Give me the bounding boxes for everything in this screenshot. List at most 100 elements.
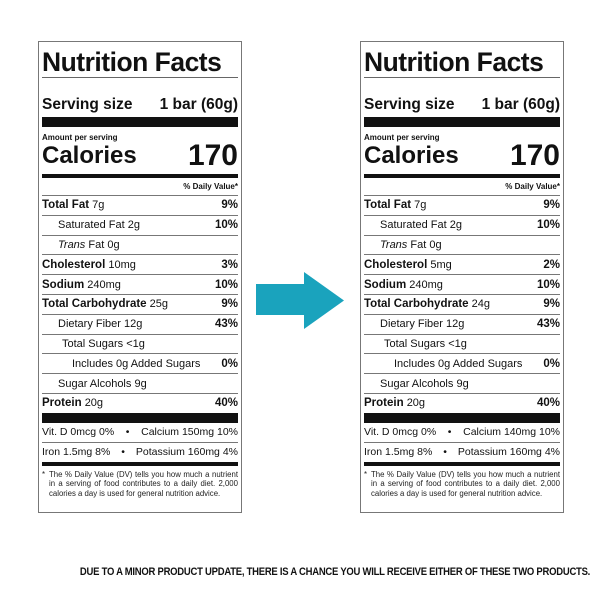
product-update-notice: DUE TO A MINOR PRODUCT UPDATE, THERE IS … bbox=[79, 566, 591, 578]
nutrient-row-sodium: Sodium 240mg 10% bbox=[42, 274, 238, 294]
nutrient-amount: 20g bbox=[406, 397, 426, 410]
nutrient-row-total-fat: Total Fat 7g 9% bbox=[42, 195, 238, 215]
nutrient-amount: 240mg bbox=[87, 278, 121, 291]
nutrient-row-trans-fat: Trans Fat 0g bbox=[364, 234, 560, 255]
nutrient-amount: <1g bbox=[448, 337, 467, 350]
micronutrient-row: Vit. D 0mcg 0% • Calcium 150mg 10% bbox=[42, 423, 238, 442]
nutrient-amount: 2g bbox=[449, 219, 462, 232]
calories-row: Calories 170 bbox=[42, 141, 238, 171]
nutrient-row-added-sugars: Includes 0g Added Sugars 0% bbox=[364, 353, 560, 373]
nutrient-name: Total Fat bbox=[42, 199, 90, 212]
nutrient-name: Sugar Alcohols bbox=[380, 377, 454, 390]
nutrient-row-dietary-fiber: Dietary Fiber 12g 43% bbox=[364, 313, 560, 334]
nutrient-row-total-sugars: Total Sugars <1g bbox=[364, 333, 560, 354]
nutrient-row-total-sugars: Total Sugars <1g bbox=[42, 333, 238, 354]
label-title: Nutrition Facts bbox=[364, 47, 544, 77]
nutrient-dv: 10% bbox=[536, 219, 560, 232]
nutrition-label-updated: Nutrition Facts Serving size 1 bar (60g)… bbox=[360, 41, 564, 513]
daily-value-header: % Daily Value* bbox=[505, 182, 560, 191]
medium-divider bbox=[42, 461, 238, 466]
micronutrient-right: Calcium 140mg 10% bbox=[463, 426, 560, 439]
nutrient-dv: 2% bbox=[543, 258, 560, 271]
calories-label: Calories bbox=[364, 142, 459, 169]
nutrient-dv: 10% bbox=[214, 219, 238, 232]
nutrient-amount: 12g bbox=[124, 318, 143, 331]
nutrient-dv: 43% bbox=[214, 318, 238, 331]
right-arrow-icon bbox=[256, 272, 344, 329]
micronutrient-right: Calcium 150mg 10% bbox=[141, 426, 238, 439]
nutrient-row-cholesterol: Cholesterol 5mg 2% bbox=[364, 254, 560, 274]
thick-divider bbox=[42, 412, 238, 423]
serving-size: Serving size 1 bar (60g) bbox=[42, 96, 238, 114]
footnote: * The % Daily Value (DV) tells you how m… bbox=[364, 466, 560, 499]
nutrient-name: Total Carbohydrate bbox=[42, 298, 147, 311]
nutrient-name: Fat bbox=[88, 238, 105, 251]
amount-per-serving: Amount per serving bbox=[364, 133, 440, 142]
nutrient-amount: <1g bbox=[126, 337, 145, 350]
nutrient-name: Total Carbohydrate bbox=[364, 298, 469, 311]
nutrient-amount: 2g bbox=[127, 219, 140, 232]
medium-divider bbox=[42, 174, 238, 178]
thick-divider bbox=[364, 412, 560, 423]
nutrient-row-sugar-alcohols: Sugar Alcohols 9g bbox=[364, 373, 560, 393]
nutrient-row-added-sugars: Includes 0g Added Sugars 0% bbox=[42, 353, 238, 373]
nutrient-name: Total Sugars bbox=[62, 337, 124, 350]
nutrient-name: Includes 0g Added Sugars bbox=[72, 357, 201, 370]
calories-row: Calories 170 bbox=[364, 139, 560, 172]
micronutrient-left: Vit. D 0mcg 0% bbox=[42, 426, 115, 439]
amount-per-serving: Amount per serving bbox=[42, 133, 118, 142]
nutrient-row-protein: Protein 20g 40% bbox=[42, 392, 238, 413]
nutrient-name: Sugar Alcohols bbox=[58, 377, 132, 390]
divider bbox=[364, 77, 560, 78]
nutrient-name-italic: Trans bbox=[58, 238, 86, 251]
nutrient-amount: 240mg bbox=[409, 278, 443, 291]
serving-size-value: 1 bar (60g) bbox=[481, 96, 560, 113]
nutrient-row-protein: Protein 20g 40% bbox=[364, 392, 560, 413]
serving-size-value: 1 bar (60g) bbox=[159, 96, 238, 113]
nutrient-row-total-carbohydrate: Total Carbohydrate 24g 9% bbox=[364, 293, 560, 314]
nutrient-dv: 0% bbox=[221, 357, 238, 370]
nutrient-name: Sodium bbox=[364, 278, 407, 291]
nutrient-amount: 20g bbox=[84, 397, 104, 410]
footnote-text: The % Daily Value (DV) tells you how muc… bbox=[49, 469, 238, 498]
nutrient-dv: 9% bbox=[221, 298, 238, 311]
medium-divider bbox=[364, 174, 560, 178]
nutrient-amount: 0g bbox=[107, 238, 120, 251]
nutrient-dv: 43% bbox=[536, 318, 560, 331]
micronutrient-right: Potassium 160mg 4% bbox=[457, 446, 560, 459]
nutrient-row-saturated-fat: Saturated Fat 2g 10% bbox=[364, 214, 560, 235]
nutrient-amount: 5mg bbox=[430, 258, 452, 271]
micronutrient-right: Potassium 160mg 4% bbox=[135, 446, 238, 459]
nutrient-name: Sodium bbox=[42, 278, 85, 291]
micronutrient-row: Iron 1.5mg 8% • Potassium 160mg 4% bbox=[42, 441, 238, 462]
nutrient-amount: 9g bbox=[456, 377, 469, 390]
nutrient-dv: 9% bbox=[543, 199, 560, 212]
nutrient-amount: 25g bbox=[149, 298, 168, 311]
nutrient-row-total-fat: Total Fat 7g 9% bbox=[364, 195, 560, 215]
nutrient-dv: 9% bbox=[543, 298, 560, 311]
nutrient-amount: 24g bbox=[471, 298, 490, 311]
nutrient-name-italic: Trans bbox=[380, 238, 408, 251]
nutrient-name: Total Fat bbox=[364, 199, 412, 212]
nutrient-row-sugar-alcohols: Sugar Alcohols 9g bbox=[42, 373, 238, 393]
nutrient-name: Saturated Fat bbox=[380, 219, 447, 232]
nutrient-amount: 9g bbox=[134, 377, 147, 390]
thick-divider bbox=[364, 117, 560, 127]
micronutrient-left: Vit. D 0mcg 0% bbox=[364, 426, 437, 439]
nutrient-name: Cholesterol bbox=[364, 258, 428, 271]
bullet-separator: • bbox=[121, 446, 125, 459]
micronutrient-row: Vit. D 0mcg 0% • Calcium 140mg 10% bbox=[364, 423, 560, 442]
thick-divider bbox=[42, 117, 238, 127]
daily-value-header: % Daily Value* bbox=[183, 182, 238, 191]
nutrient-dv: 40% bbox=[536, 397, 560, 410]
nutrient-row-saturated-fat: Saturated Fat 2g 10% bbox=[42, 214, 238, 235]
nutrient-dv: 9% bbox=[221, 199, 238, 212]
nutrient-dv: 10% bbox=[536, 278, 560, 291]
calories-label: Calories bbox=[42, 142, 137, 169]
calories-value: 170 bbox=[509, 139, 560, 172]
micronutrient-left: Iron 1.5mg 8% bbox=[364, 446, 433, 459]
nutrient-dv: 3% bbox=[221, 258, 238, 271]
nutrient-name: Dietary Fiber bbox=[380, 318, 443, 331]
nutrient-name: Total Sugars bbox=[384, 337, 446, 350]
nutrient-amount: 7g bbox=[92, 199, 105, 212]
